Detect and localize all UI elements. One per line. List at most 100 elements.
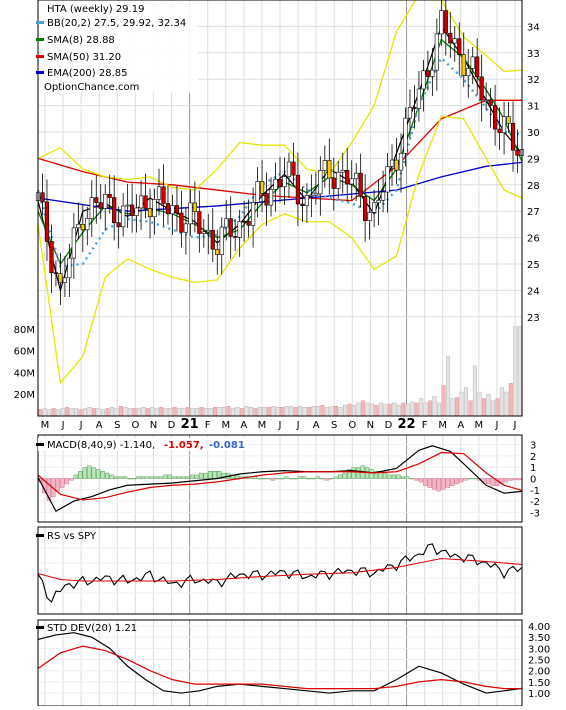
x-tick-label: A [457,420,464,431]
candle-body [452,38,457,44]
macd-hist-bar [73,474,78,479]
macd-series-line [37,445,523,513]
candle-body [345,169,350,185]
price-tick-label: 34 [527,22,540,33]
volume-bar [163,408,168,417]
candle-body [237,220,242,238]
x-tick-label: 22 [397,417,415,432]
rs-legend-swatch [36,534,44,537]
candle-body [403,117,408,154]
std-tick-label: 3.00 [528,644,550,655]
macd-hist-bar [212,471,217,479]
legend-swatch-sma8 [36,38,44,41]
candle-body [215,248,220,255]
candle-body [255,181,260,203]
candle-body [340,169,345,173]
volume-bar [78,409,83,417]
x-tick-label: O [348,420,356,431]
macd-hist-bar [468,478,473,480]
volume-bar [396,404,401,417]
candle-body [358,172,363,197]
x-tick-label: F [422,420,428,431]
price-tick-label: 27 [527,207,540,218]
volume-bar [459,391,464,417]
macd-hist-bar [145,476,150,479]
volume-bar [230,408,235,417]
macd-hist-bar [405,476,410,479]
x-tick-label: S [331,420,337,431]
volume-bar [38,409,43,417]
price-tick-label: 24 [527,286,540,297]
rs-series-line [37,557,523,582]
volume-bar [145,408,150,417]
candle-body [291,161,296,176]
volume-bar [369,403,374,417]
candle-body [466,68,471,76]
volume-bar [141,407,146,417]
macd-hist-bar [436,478,441,492]
macd-hist-value: -0.081 [209,440,245,451]
volume-bar [378,402,383,417]
x-tick-label: M [475,420,484,431]
macd-hist-bar [199,472,204,479]
macd-hist-bar [409,478,414,480]
x-tick-label: J [61,420,65,431]
volume-bar [74,408,79,417]
volume-bar [495,398,500,417]
candle-body [304,195,309,206]
candle-body [251,202,256,226]
macd-hist-bar [234,474,240,479]
x-tick-label: J [494,420,498,431]
macd-hist-bar [508,478,513,481]
macd-hist-bar [127,478,132,480]
candle-body [130,204,135,216]
volume-bar [266,407,271,417]
candle-body [228,218,233,237]
macd-hist-bar [257,478,262,480]
macd-hist-bar [284,476,289,479]
volume-bar [56,409,61,417]
volume-bar [477,391,482,417]
candle-body [210,229,215,250]
candle-body [313,193,318,196]
macd-hist-bar [91,467,96,479]
candle-body [107,194,112,198]
volume-bar [235,407,240,417]
volume-bar [320,404,325,417]
x-tick-label: J [278,420,282,431]
candle-body [264,192,269,206]
volume-tick-label: 80M [14,325,35,336]
indicator-lines [35,0,525,694]
macd-hist-bar [158,476,164,479]
candle-body [318,170,323,195]
volume-bar [490,400,495,417]
macd-hist-bar [432,478,437,490]
volume-bar [271,406,276,417]
candle-body [192,202,197,212]
legend-box [40,1,198,93]
candle-body [121,205,126,228]
volume-bar [504,391,509,417]
volume-bar [275,407,280,417]
candle-body [394,159,399,171]
candle-body [147,208,153,218]
macd-series-line [37,451,523,501]
candle-body [85,218,90,231]
volume-bar [109,407,114,417]
legend-item-sma8: SMA(8) 28.88 [47,35,115,46]
volume-bar [463,387,468,417]
legend-item-sma50: SMA(50) 31.20 [47,52,121,63]
candle-body [430,69,435,77]
volume-tick-label: 60M [14,347,35,358]
macd-hist-bar [167,474,172,479]
candle-body [156,186,162,200]
candle-body [515,149,520,156]
candle-body [89,197,94,219]
volume-bar [262,407,267,417]
volume-bar [311,406,316,417]
volume-bar [42,408,47,417]
price-series-line [37,0,523,191]
volume-bar [387,403,392,417]
candle-body [183,223,188,233]
candle-body [67,257,72,279]
